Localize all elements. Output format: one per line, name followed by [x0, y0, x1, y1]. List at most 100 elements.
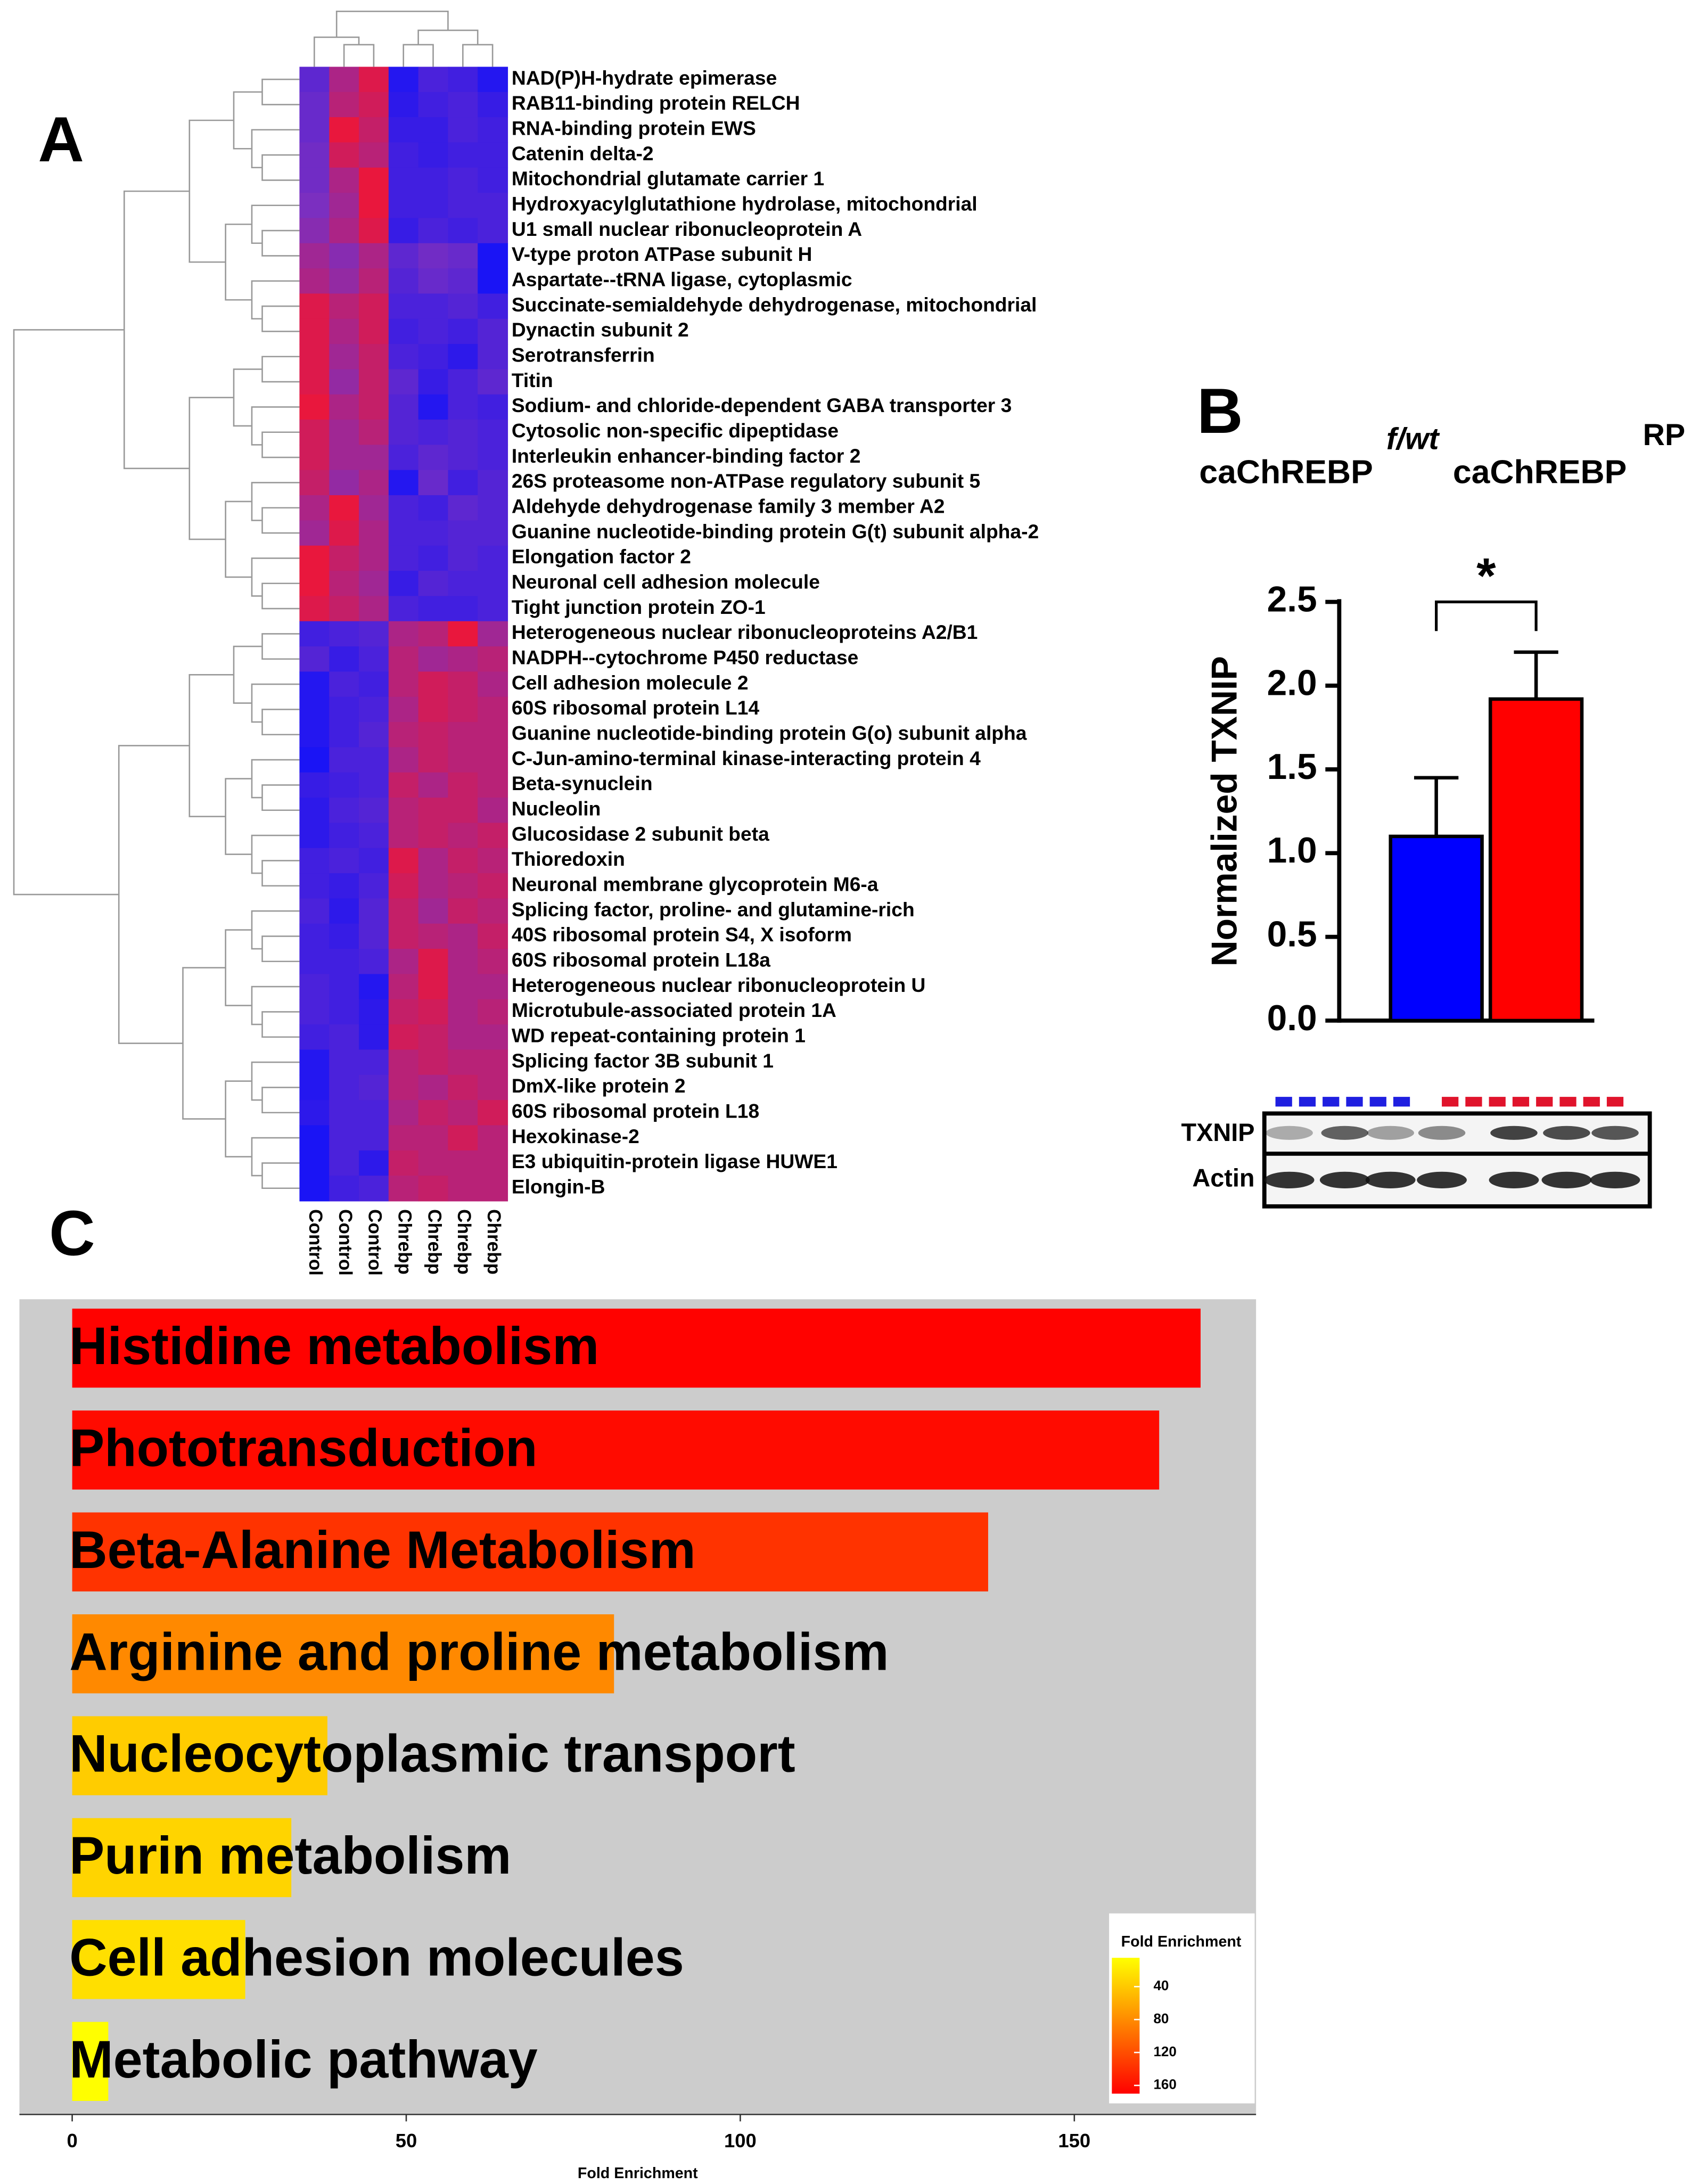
heatmap-cell: [418, 445, 449, 471]
row-label: Cell adhesion molecule 2: [512, 671, 749, 694]
heatmap-cell: [299, 974, 330, 1000]
heatmap-cell: [388, 898, 419, 924]
heatmap-cell: [299, 848, 330, 874]
heatmap-cell: [299, 117, 330, 143]
row-label: Thioredoxin: [512, 848, 625, 870]
heatmap-cell: [359, 369, 389, 395]
heatmap-cell: [448, 722, 479, 748]
heatmap-cell: [329, 318, 360, 345]
row-label: Tight junction protein ZO-1: [512, 596, 766, 618]
heatmap-cell: [478, 999, 508, 1025]
heatmap-cell: [359, 318, 389, 345]
row-label: Catenin delta-2: [512, 142, 654, 165]
heatmap-cell: [478, 193, 508, 219]
heatmap-cell: [388, 646, 419, 672]
bar: [1389, 834, 1484, 1023]
heatmap-cell: [299, 218, 330, 244]
heatmap-cell: [388, 520, 419, 546]
lane-marker: [1393, 1097, 1410, 1107]
blot-band: [1417, 1171, 1467, 1188]
bar: [72, 1920, 245, 1999]
blot-band: [1266, 1126, 1313, 1140]
heatmap-cell: [388, 1150, 419, 1177]
blot-band: [1489, 1171, 1539, 1188]
heatmap-cell: [299, 898, 330, 924]
heatmap-cell: [388, 621, 419, 647]
heatmap-cell: [388, 445, 419, 471]
blot-band: [1321, 1126, 1369, 1140]
heatmap-cell: [359, 545, 389, 572]
heatmap-cell: [329, 67, 360, 93]
heatmap-cell: [478, 394, 508, 421]
heatmap-cell: [299, 923, 330, 950]
heatmap-cell: [299, 495, 330, 521]
lane-marker: [1299, 1097, 1316, 1107]
row-label: Hydroxyacylglutathione hydrolase, mitoch…: [512, 193, 978, 215]
heatmap-cell: [478, 1024, 508, 1050]
heatmap-cell: [359, 1024, 389, 1050]
significance-label: *: [1476, 548, 1496, 604]
heatmap-cell: [329, 420, 360, 446]
heatmap-cell: [359, 117, 389, 143]
heatmap-cell: [299, 318, 330, 345]
heatmap-cell: [418, 243, 449, 269]
heatmap-cell: [329, 621, 360, 647]
heatmap-cell: [388, 596, 419, 622]
bar-label: Arginine and proline metabolism: [69, 1622, 889, 1681]
heatmap-cell: [478, 369, 508, 395]
heatmap-cell: [478, 218, 508, 244]
dendrogram: [233, 645, 262, 704]
heatmap-cell: [299, 1100, 330, 1126]
heatmap-cell: [478, 747, 508, 773]
heatmap-cell: [478, 974, 508, 1000]
heatmap-cell: [388, 369, 419, 395]
heatmap-cell: [478, 470, 508, 496]
row-label: Sodium- and chloride-dependent GABA tran…: [512, 394, 1012, 416]
row-label: NAD(P)H-hydrate epimerase: [512, 67, 777, 89]
heatmap-cell: [388, 949, 419, 975]
heatmap-cell: [359, 848, 389, 874]
heatmap-cell: [448, 167, 479, 194]
heatmap-cell: [478, 167, 508, 194]
heatmap-cell: [478, 1049, 508, 1075]
panel-label: B: [1197, 376, 1243, 447]
heatmap-cell: [329, 1150, 360, 1177]
heatmap-cell: [418, 369, 449, 395]
blot-band: [1367, 1126, 1414, 1140]
blot-band: [1541, 1171, 1592, 1188]
dendrogram: [251, 834, 300, 874]
heatmap-cell: [388, 167, 419, 194]
heatmap-cell: [299, 369, 330, 395]
heatmap-cell: [329, 1100, 360, 1126]
heatmap-cell: [448, 772, 479, 799]
blot-band: [1543, 1126, 1590, 1140]
row-label: Succinate-semialdehyde dehydrogenase, mi…: [512, 293, 1037, 316]
heatmap-cell: [329, 923, 360, 950]
heatmap-cell: [329, 571, 360, 597]
heatmap-cell: [418, 772, 449, 799]
x-tick-label: 50: [396, 2130, 417, 2152]
bar: [72, 1818, 292, 1898]
dendrogram: [251, 129, 300, 169]
heatmap-cell: [329, 974, 360, 1000]
heatmap-cell: [359, 67, 389, 93]
heatmap-cell: [478, 848, 508, 874]
heatmap-cell: [329, 293, 360, 319]
heatmap-cell: [448, 923, 479, 950]
heatmap-cell: [299, 420, 330, 446]
row-label: Cytosolic non-specific dipeptidase: [512, 420, 839, 442]
heatmap-cell: [448, 1049, 479, 1075]
heatmap-cell: [359, 167, 389, 194]
heatmap-cell: [478, 798, 508, 824]
heatmap-cell: [299, 1074, 330, 1101]
heatmap-cell: [299, 92, 330, 118]
heatmap-cell: [299, 999, 330, 1025]
row-label: Heterogeneous nuclear ribonucleoproteins…: [512, 621, 978, 643]
heatmap-cell: [329, 671, 360, 697]
heatmap-cell: [299, 344, 330, 370]
heatmap-cell: [478, 596, 508, 622]
heatmap-cell: [448, 798, 479, 824]
row-label: 60S ribosomal protein L18: [512, 1100, 759, 1122]
panel-label: C: [49, 1198, 95, 1269]
